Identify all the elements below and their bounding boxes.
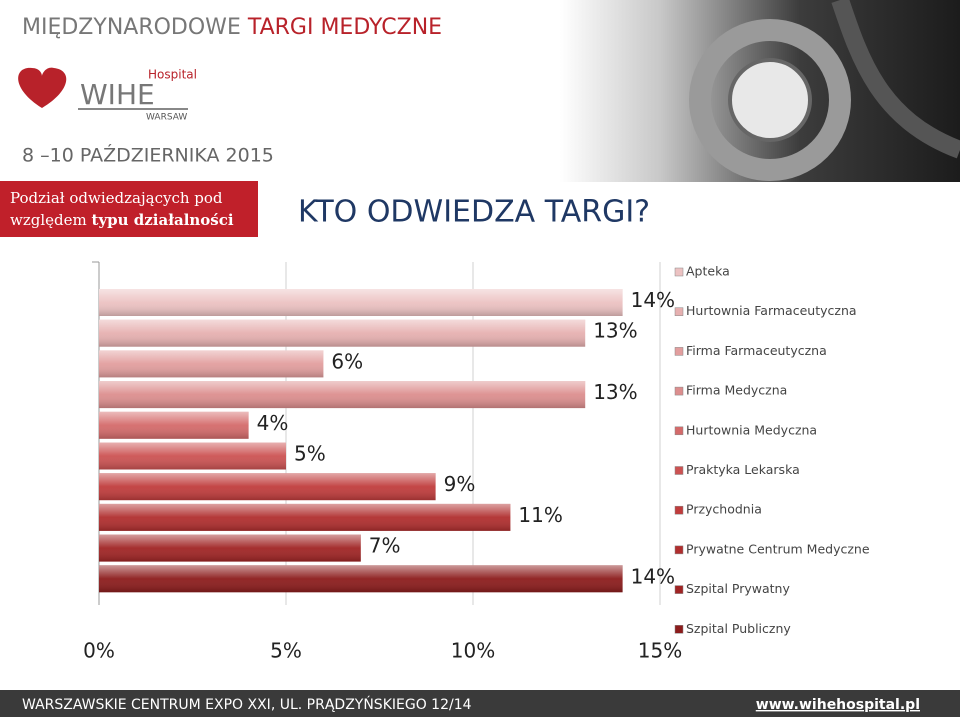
bar-shine xyxy=(99,289,623,316)
data-label: 11% xyxy=(518,503,562,527)
legend-swatch xyxy=(674,505,684,515)
stethoscope xyxy=(831,0,960,159)
bar-shine xyxy=(99,381,586,409)
data-label: 13% xyxy=(593,319,637,343)
legend-swatch xyxy=(674,466,684,475)
data-label: 6% xyxy=(331,349,363,373)
footer-bar xyxy=(0,690,960,717)
legend-swatch xyxy=(674,625,684,634)
data-label: 9% xyxy=(444,472,476,496)
legend-label: Firma Medyczna xyxy=(686,383,787,398)
legend-swatch xyxy=(674,307,684,316)
slide-title: KTO ODWIEDZA TARGI? xyxy=(298,195,650,230)
x-tick-label: 15% xyxy=(638,639,682,663)
legend-swatch xyxy=(674,386,684,396)
sidebar-text: względem typu działalności xyxy=(10,211,234,229)
legend-swatch xyxy=(674,347,684,356)
data-label: 14% xyxy=(631,288,675,312)
data-label: 4% xyxy=(257,411,289,435)
bar-shine xyxy=(99,411,249,439)
bar-shine xyxy=(99,565,623,593)
logo-big: WIHE xyxy=(80,78,155,111)
footer-address: WARSZAWSKIE CENTRUM EXPO XXI, UL. PRĄDZY… xyxy=(22,695,472,713)
stethoscope xyxy=(728,58,812,142)
bar-shine xyxy=(99,350,324,378)
bar-shine xyxy=(99,503,511,531)
legend-swatch xyxy=(674,267,684,277)
legend-label: Apteka xyxy=(686,264,730,279)
bar-shine xyxy=(99,534,361,562)
logo-city: WARSAW xyxy=(146,113,187,123)
legend-swatch xyxy=(674,585,684,594)
legend-swatch xyxy=(674,426,684,436)
legend-label: Hurtownia Medyczna xyxy=(686,422,817,437)
sidebar-box xyxy=(0,181,258,237)
stethoscope xyxy=(689,19,851,181)
data-label: 13% xyxy=(593,380,637,404)
legend-label: Hurtownia Farmaceutyczna xyxy=(686,303,857,318)
legend-label: Przychodnia xyxy=(686,502,762,517)
logo-small: Hospital xyxy=(148,68,197,82)
bar-shine xyxy=(99,319,586,347)
bar-shine xyxy=(99,473,436,501)
data-label: 14% xyxy=(631,564,675,588)
sidebar-text: Podział odwiedzających pod xyxy=(10,189,223,207)
legend-swatch xyxy=(674,545,684,555)
footer-url[interactable]: www.wihehospital.pl xyxy=(756,697,920,713)
x-tick-label: 0% xyxy=(83,639,115,663)
legend-label: Szpital Publiczny xyxy=(686,621,791,636)
legend-label: Prywatne Centrum Medyczne xyxy=(686,541,870,556)
x-tick-label: 10% xyxy=(451,639,495,663)
data-label: 7% xyxy=(369,534,401,558)
legend-label: Szpital Prywatny xyxy=(686,581,790,596)
data-label: 5% xyxy=(294,442,326,466)
header-title: MIĘDZYNARODOWE TARGI MEDYCZNE xyxy=(22,15,442,40)
bar-shine xyxy=(99,442,286,470)
legend-label: Praktyka Lekarska xyxy=(686,462,800,477)
legend-label: Firma Farmaceutyczna xyxy=(686,343,827,358)
logo-heart xyxy=(18,67,67,108)
chart: 0% 5% 10% 15%14%13%6%13%4%5%9%11%7%14%Aptek… xyxy=(83,261,870,663)
x-tick-label: 5% xyxy=(270,639,302,663)
dates: 8 –10 PAŹDZIERNIKA 2015 xyxy=(22,144,274,167)
